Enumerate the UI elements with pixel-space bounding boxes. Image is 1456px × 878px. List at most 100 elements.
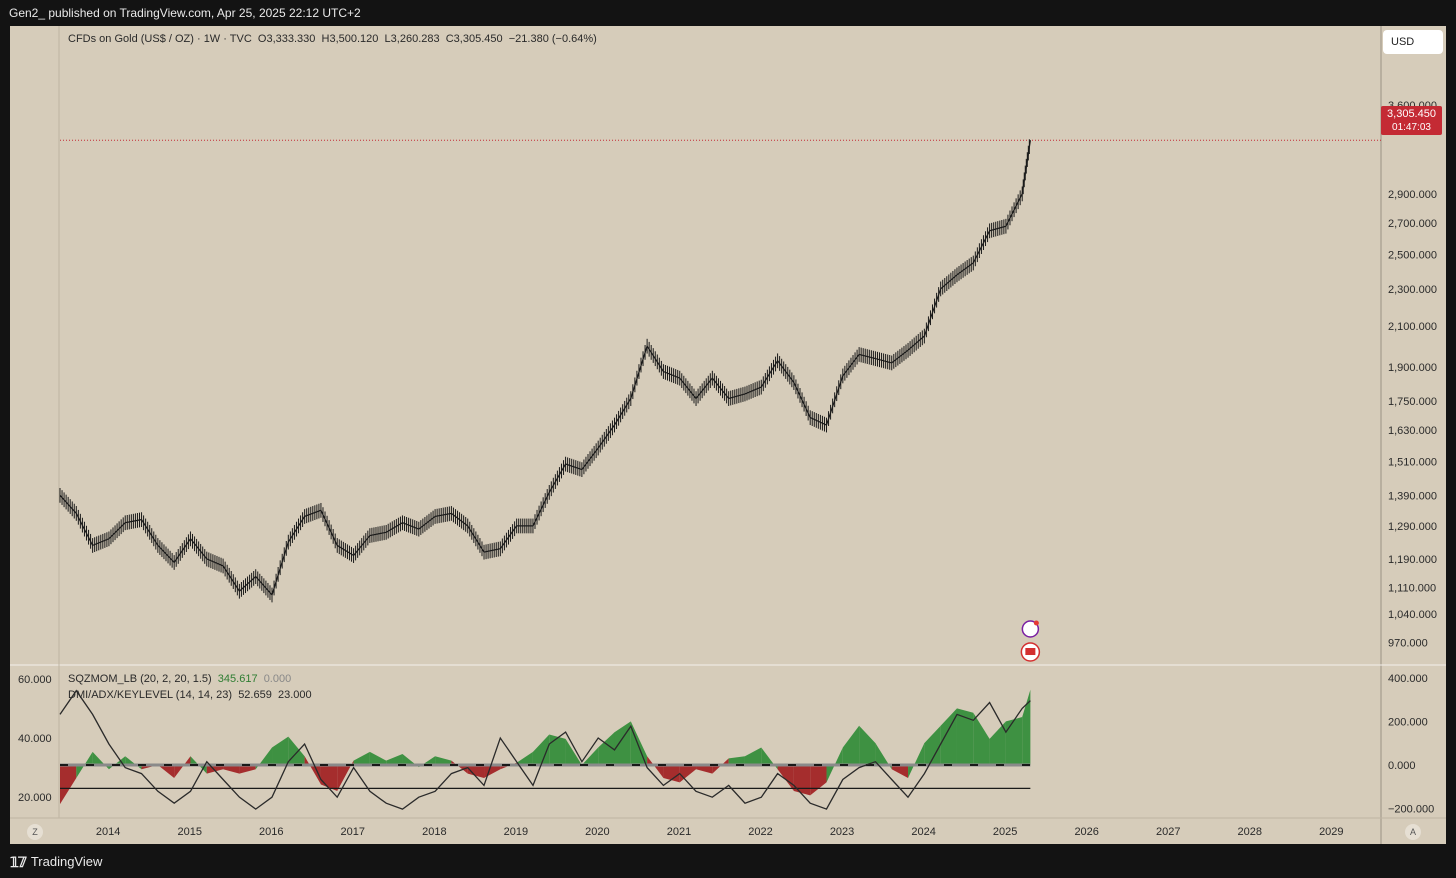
flash-event-icon: [1021, 620, 1040, 638]
momentum-bar: [712, 758, 729, 774]
momentum-bar: [940, 708, 957, 765]
publisher-bar: Gen2_ published on TradingView.com, Apr …: [0, 0, 1456, 26]
momentum-bar: [386, 754, 403, 765]
us-flag-icon: [1025, 648, 1036, 655]
dmi-value2: 23.000: [277, 689, 312, 701]
price-tick-label: 2,700.000: [1388, 218, 1437, 230]
momentum-bar: [532, 734, 550, 765]
zoom-button[interactable]: Z: [27, 824, 43, 840]
price-tick-label: 1,390.000: [1388, 490, 1437, 502]
time-tick-label: 2022: [748, 826, 772, 838]
tradingview-logo-icon[interactable]: 𝟙𝟟: [10, 854, 27, 870]
time-tick-label: 2014: [96, 826, 120, 838]
last-price-tag: 3,305.450 01:47:03: [1381, 106, 1442, 135]
brand-bar: 𝟙𝟟 TradingView: [0, 846, 1456, 878]
price-tick-label: 1,040.000: [1388, 609, 1437, 621]
momentum-bar: [337, 760, 354, 792]
momentum-bar: [484, 764, 501, 778]
momentum-bar: [272, 736, 289, 765]
currency-button[interactable]: USD: [1383, 30, 1443, 54]
brand-name[interactable]: TradingView: [30, 854, 103, 869]
time-tick-label: 2027: [1156, 826, 1180, 838]
sqz-label: SQZMOM_LB (20, 2, 20, 1.5): [68, 673, 212, 685]
momentum-bar: [630, 721, 648, 765]
time-tick-label: 2020: [585, 826, 609, 838]
price-tick-label: 970.000: [1388, 638, 1428, 650]
adx-tick-label: 20.000: [18, 792, 52, 804]
time-tick-label: 2016: [259, 826, 283, 838]
momentum-bar: [1005, 717, 1023, 765]
momentum-bar: [924, 725, 941, 765]
publisher-text: Gen2_ published on TradingView.com, Apr …: [9, 6, 361, 20]
momentum-bar: [647, 756, 664, 778]
time-tick-label: 2021: [667, 826, 691, 838]
time-tick-label: 2028: [1238, 826, 1262, 838]
momentum-bar: [793, 764, 811, 796]
momentum-tick-label: 200.000: [1388, 716, 1428, 728]
momentum-bar: [467, 764, 485, 778]
legend-symbol: CFDs on Gold (US$ / OZ) · 1W · TVC: [68, 33, 252, 45]
auto-scale-button[interactable]: A: [1405, 824, 1421, 840]
dmi-legend: DMI/ADX/KEYLEVEL (14, 14, 23) 52.659 23.…: [68, 689, 312, 701]
time-tick-label: 2017: [341, 826, 365, 838]
momentum-bar: [614, 721, 631, 765]
price-tick-label: 2,500.000: [1388, 250, 1437, 262]
momentum-bar: [598, 732, 615, 765]
momentum-bar: [891, 764, 909, 778]
chart-legend: CFDs on Gold (US$ / OZ) · 1W · TVC O3,33…: [68, 33, 597, 45]
sqz-legend: SQZMOM_LB (20, 2, 20, 1.5) 345.617 0.000: [68, 673, 291, 685]
sqz-value: 345.617: [217, 673, 258, 685]
legend-high: H3,500.120: [321, 33, 379, 45]
momentum-bar: [810, 764, 827, 796]
momentum-bar: [223, 764, 240, 774]
chart-frame[interactable]: [10, 26, 1446, 844]
momentum-bar: [451, 760, 468, 774]
time-tick-label: 2019: [504, 826, 528, 838]
momentum-bar: [875, 743, 892, 770]
momentum-bar: [859, 725, 876, 765]
last-price-value: 3,305.450: [1387, 108, 1436, 120]
price-tick-label: 1,190.000: [1388, 554, 1437, 566]
momentum-tick-label: −200.000: [1388, 803, 1434, 815]
time-tick-label: 2024: [911, 826, 935, 838]
momentum-bar: [174, 756, 191, 778]
price-tick-label: 1,750.000: [1388, 396, 1437, 408]
momentum-bar: [92, 751, 109, 770]
time-tick-label: 2026: [1074, 826, 1098, 838]
momentum-bar: [435, 756, 452, 765]
momentum-bar: [728, 756, 745, 765]
momentum-bar: [549, 734, 566, 765]
sqz-value2: 0.000: [263, 673, 292, 685]
momentum-bar: [956, 708, 974, 765]
price-series-line: [59, 140, 1031, 597]
event-badge-icon: [1033, 620, 1039, 626]
momentum-bar: [581, 747, 599, 765]
momentum-bar: [679, 764, 697, 783]
price-tick-label: 1,510.000: [1388, 456, 1437, 468]
time-tick-label: 2025: [993, 826, 1017, 838]
legend-change: −21.380 (−0.64%): [508, 33, 597, 45]
momentum-bar: [777, 764, 794, 792]
adx-line: [59, 689, 1031, 810]
momentum-bar: [125, 756, 142, 770]
momentum-bar: [304, 756, 321, 785]
price-tick-label: 2,100.000: [1388, 321, 1437, 333]
price-tick-label: 1,110.000: [1388, 582, 1436, 594]
momentum-tick-label: 400.000: [1388, 673, 1428, 685]
momentum-tick-label: 0.000: [1388, 760, 1416, 772]
legend-close: C3,305.450: [445, 33, 503, 45]
momentum-bar: [157, 764, 175, 778]
momentum-bar: [369, 751, 387, 765]
price-tick-label: 1,900.000: [1388, 362, 1437, 374]
bar-countdown: 01:47:03: [1392, 122, 1431, 133]
momentum-bar: [239, 764, 256, 774]
time-tick-label: 2018: [422, 826, 446, 838]
time-tick-label: 2015: [177, 826, 201, 838]
momentum-bar: [60, 764, 77, 805]
price-tick-label: 2,300.000: [1388, 284, 1437, 296]
price-tick-label: 1,290.000: [1388, 521, 1437, 533]
legend-open: O3,333.330: [257, 33, 316, 45]
momentum-bar: [908, 743, 925, 778]
momentum-bar: [565, 738, 582, 765]
